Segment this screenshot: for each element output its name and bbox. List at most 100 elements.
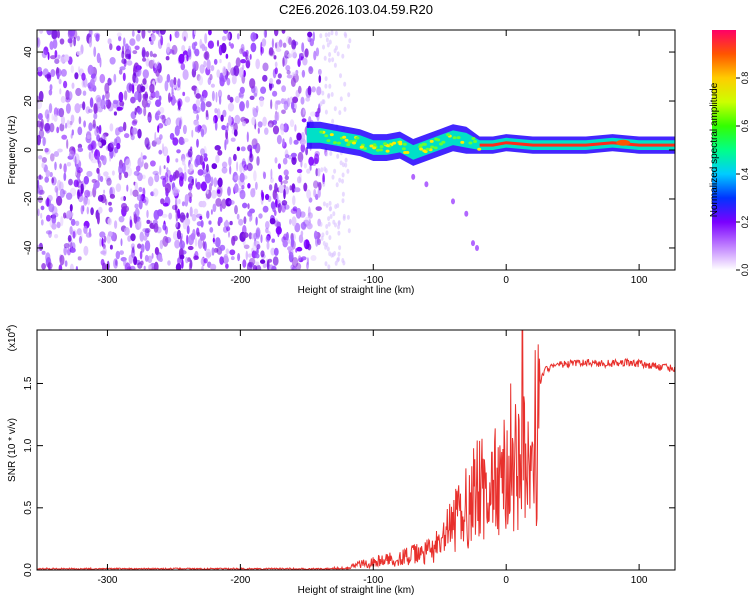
noise-blob [227, 61, 232, 71]
noise-blob [222, 65, 227, 77]
noise-blob [82, 90, 87, 96]
noise-blob [72, 231, 76, 239]
noise-blob [129, 188, 133, 196]
noise-blob [48, 203, 55, 213]
noise-blob [98, 206, 103, 214]
noise-blob [46, 113, 50, 123]
noise-blob [213, 58, 218, 65]
noise-blob [108, 206, 113, 213]
noise-blob [69, 247, 76, 253]
noise-blob [186, 225, 190, 235]
noise-blob [195, 98, 201, 108]
noise-blob [274, 157, 278, 164]
noise-blob [56, 108, 61, 116]
noise-blob [184, 194, 190, 203]
track-tail-blob [471, 240, 475, 247]
noise-blob [159, 106, 165, 114]
noise-blob [274, 220, 280, 227]
noise-blob [243, 164, 248, 171]
noise-blob [300, 96, 305, 105]
noise-blob [228, 231, 230, 238]
noise-blob [100, 139, 107, 146]
noise-blob [226, 32, 231, 41]
noise-blob [174, 170, 180, 179]
noise-blob [113, 111, 117, 116]
track-blob [359, 145, 364, 149]
noise-blob [180, 63, 186, 71]
noise-blob [274, 61, 278, 68]
noise-blob [182, 69, 189, 81]
noise-blob [200, 128, 205, 138]
noise-blob [154, 247, 159, 255]
noise-blob [215, 198, 222, 207]
noise-blob [251, 116, 256, 126]
noise-haze-blob [338, 245, 342, 251]
noise-blob [231, 74, 237, 85]
noise-blob [67, 235, 72, 242]
noise-blob [301, 118, 307, 123]
noise-blob [239, 172, 245, 183]
noise-blob [107, 217, 112, 226]
noise-blob [138, 218, 142, 230]
noise-blob [157, 254, 163, 262]
noise-blob [58, 264, 63, 270]
noise-blob [137, 128, 142, 139]
noise-blob [37, 100, 43, 110]
noise-blob [139, 250, 143, 260]
noise-blob [131, 30, 135, 37]
noise-blob [161, 143, 165, 154]
noise-haze-blob [326, 42, 330, 48]
noise-blob [260, 250, 265, 258]
noise-blob [144, 137, 150, 148]
track-blob [402, 142, 407, 146]
noise-blob [284, 186, 289, 195]
noise-blob [199, 232, 206, 241]
noise-blob [301, 256, 307, 261]
noise-blob [69, 37, 73, 48]
noise-blob [186, 54, 189, 62]
noise-blob [116, 32, 122, 37]
noise-blob [81, 79, 85, 88]
noise-blob [214, 145, 221, 151]
noise-blob [292, 206, 298, 212]
noise-blob [146, 219, 151, 224]
noise-blob [260, 259, 266, 264]
noise-blob [271, 238, 276, 243]
noise-blob [265, 193, 270, 201]
noise-blob [181, 201, 185, 207]
noise-blob [121, 58, 127, 64]
noise-blob [100, 250, 107, 255]
noise-blob [130, 134, 135, 141]
noise-blob [210, 65, 215, 72]
noise-blob [102, 244, 106, 249]
noise-blob [318, 181, 322, 191]
noise-blob [225, 53, 229, 59]
spectrogram-signal-track [306, 121, 675, 251]
noise-blob [107, 78, 113, 86]
noise-blob [120, 196, 125, 201]
noise-haze-blob [324, 244, 328, 250]
colorbar-ticks: 0.0 0.2 0.4 0.6 0.8 [736, 72, 750, 276]
track-blob [473, 140, 478, 143]
spectrogram-xtick-label: -100 [363, 275, 383, 286]
noise-haze-blob [322, 240, 326, 246]
noise-blob [200, 96, 206, 102]
noise-blob [245, 99, 250, 109]
noise-blob [69, 146, 76, 155]
noise-blob [234, 205, 238, 215]
noise-blob [40, 205, 45, 211]
noise-blob [229, 165, 232, 175]
noise-haze-blob [343, 81, 347, 87]
noise-blob [274, 67, 278, 75]
noise-haze-blob [338, 177, 342, 183]
noise-blob [147, 255, 153, 264]
noise-blob [116, 106, 123, 111]
noise-blob [287, 53, 292, 59]
track-tail-blob [475, 245, 479, 251]
noise-blob [175, 197, 179, 207]
noise-blob [159, 239, 164, 250]
noise-blob [134, 181, 138, 192]
noise-blob [142, 155, 147, 160]
noise-blob [78, 235, 83, 244]
